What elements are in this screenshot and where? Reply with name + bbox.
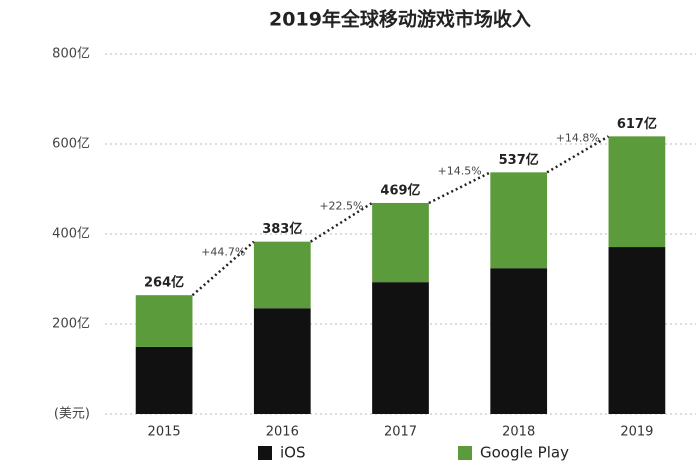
bar-segment — [253, 308, 311, 414]
bar-segment — [253, 241, 311, 309]
legend-swatch — [258, 446, 272, 460]
x-tick-label: 2019 — [620, 425, 653, 440]
bar-segment — [490, 268, 548, 414]
x-tick-label: 2015 — [148, 425, 181, 440]
bar-segment — [490, 172, 548, 269]
legend-label: Google Play — [480, 444, 569, 462]
y-tick-label: 600亿 — [52, 137, 90, 152]
bar-segment — [608, 247, 666, 414]
bar-segment — [372, 282, 429, 414]
y-tick-label: 200亿 — [52, 317, 90, 332]
total-label: 383亿 — [262, 221, 302, 237]
bar-segment — [608, 136, 666, 248]
chart-title: 2019年全球移动游戏市场收入 — [269, 8, 531, 31]
growth-connector — [428, 171, 491, 205]
x-tick-label: 2018 — [502, 425, 535, 440]
legend-label: iOS — [280, 444, 306, 462]
bar-segment — [135, 295, 193, 347]
growth-connector — [191, 240, 255, 297]
y-tick-label: 400亿 — [52, 227, 90, 242]
y-tick-label: 800亿 — [52, 47, 90, 62]
total-label: 469亿 — [380, 182, 420, 198]
bar-segment — [372, 202, 429, 283]
legend-swatch — [458, 446, 472, 460]
growth-connector — [546, 135, 610, 174]
total-label: 617亿 — [617, 116, 657, 132]
growth-label: +44.7% — [201, 245, 245, 258]
x-tick-label: 2017 — [384, 425, 417, 440]
growth-label: +22.5% — [319, 199, 363, 212]
total-label: 537亿 — [499, 152, 539, 168]
x-tick-label: 2016 — [266, 425, 299, 440]
growth-connector — [310, 201, 373, 243]
growth-label: +14.5% — [438, 165, 482, 178]
growth-label: +14.8% — [556, 131, 600, 144]
bar-segment — [135, 346, 193, 414]
y-tick-label: (美元) — [54, 407, 90, 422]
total-label: 264亿 — [144, 275, 184, 291]
